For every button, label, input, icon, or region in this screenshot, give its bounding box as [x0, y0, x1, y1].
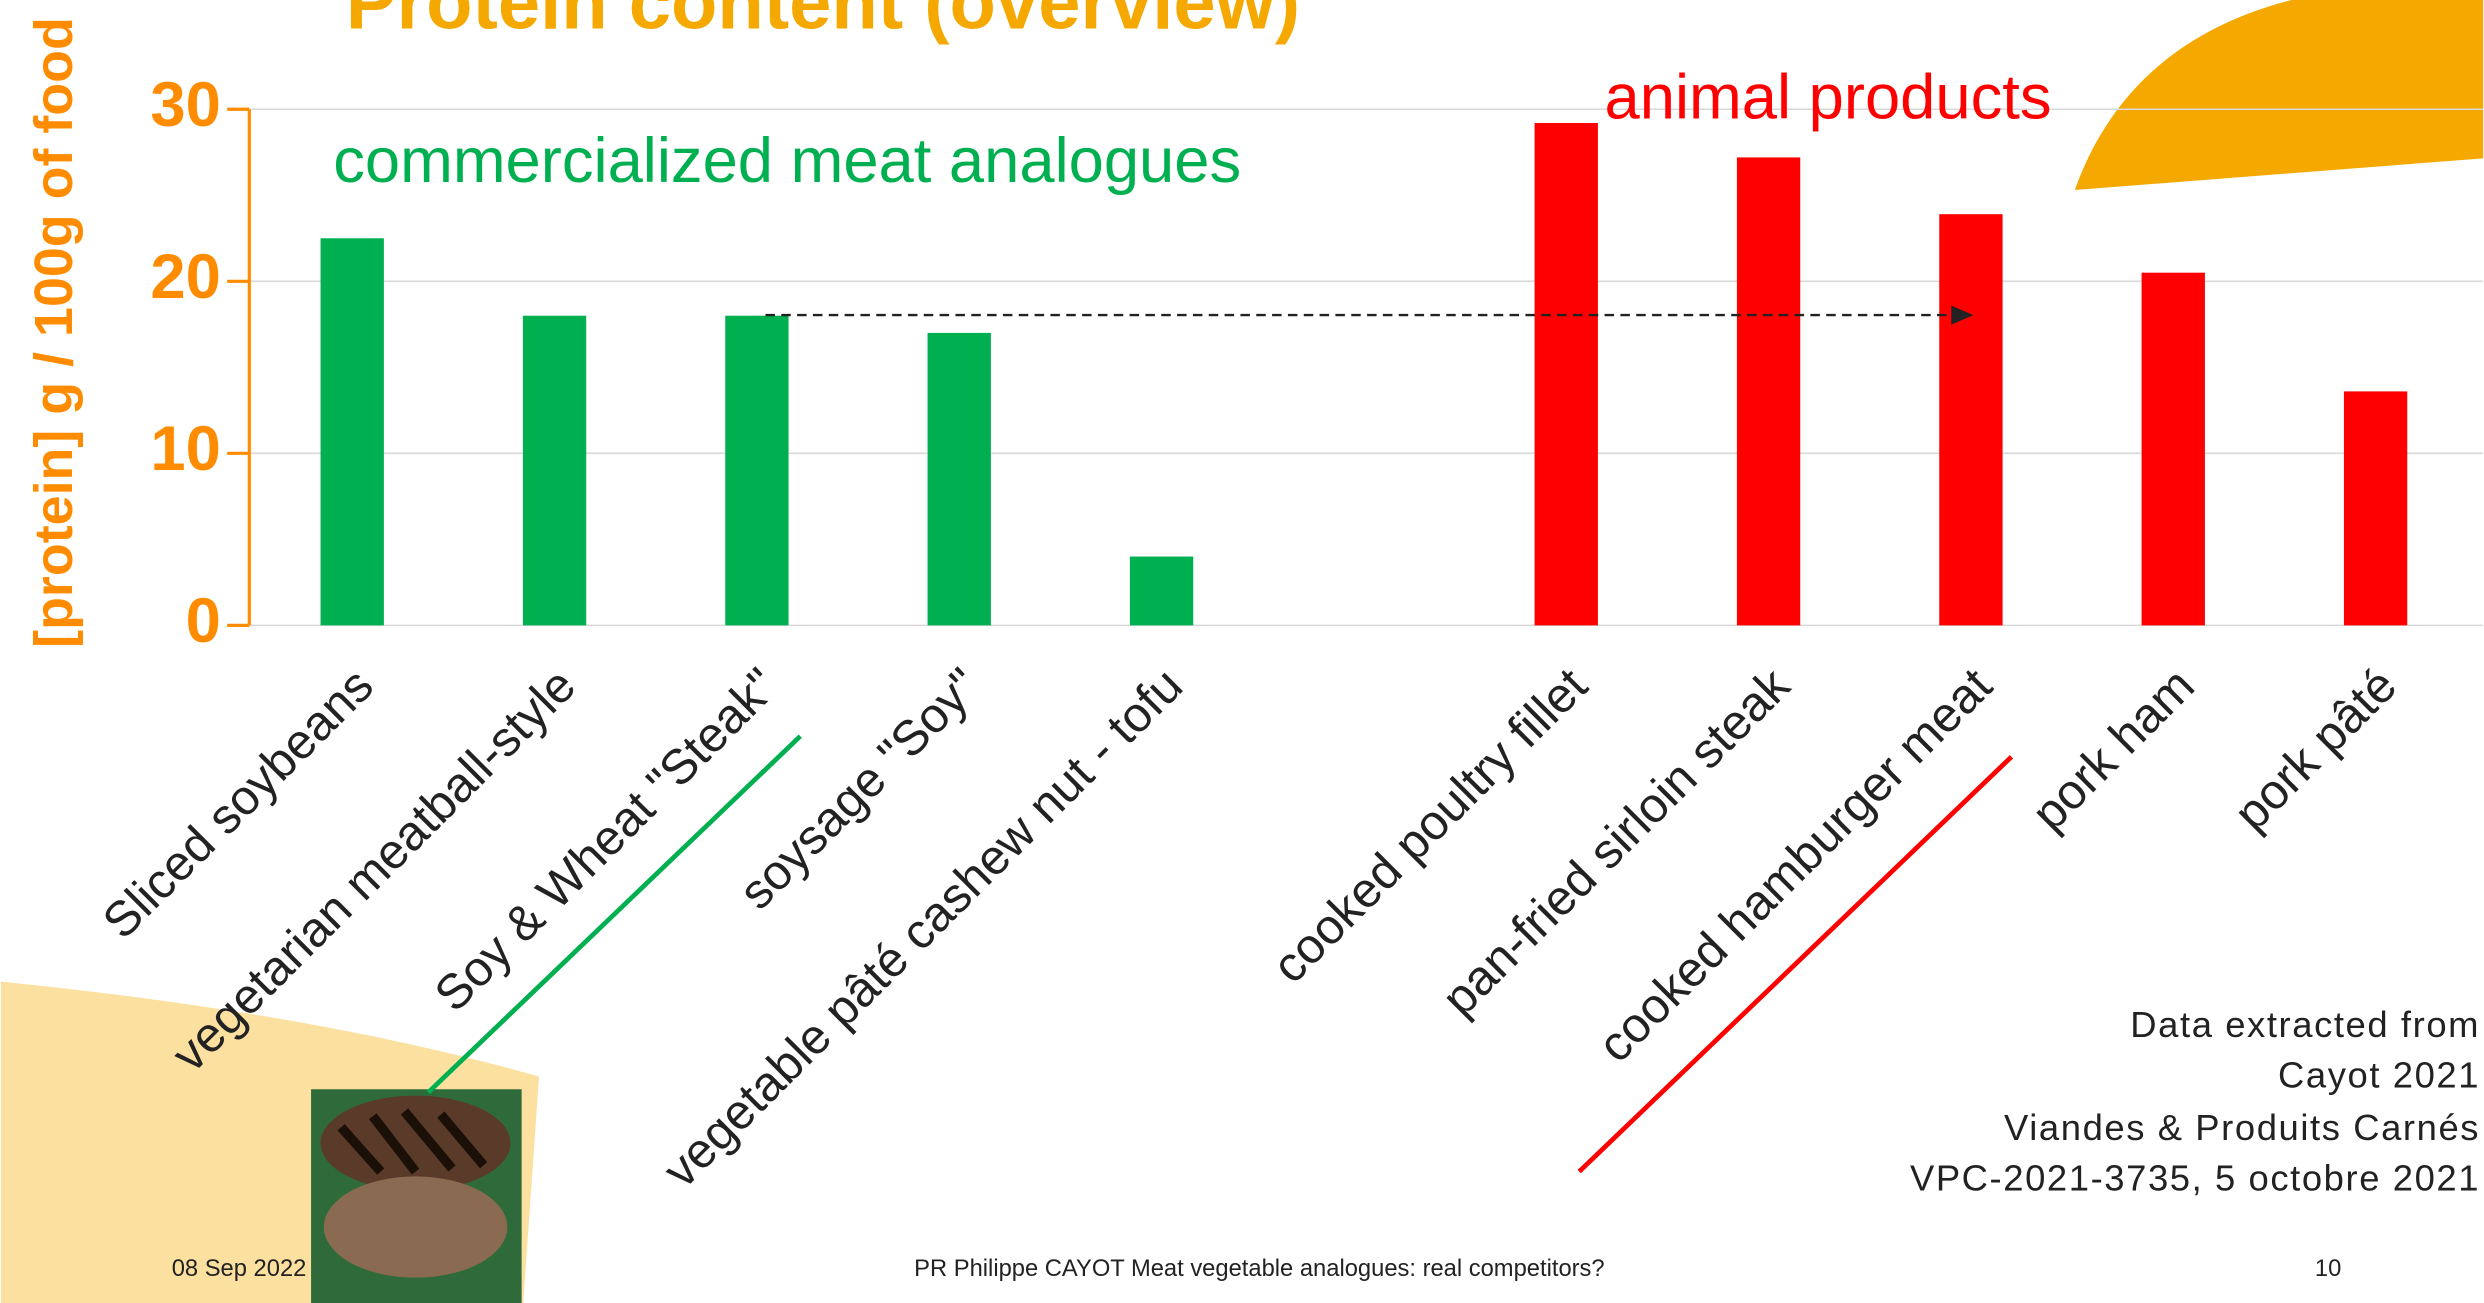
chart-title: Protein content (overview)	[346, 0, 1300, 45]
y-tick-label: 30	[150, 70, 220, 140]
bar	[522, 315, 587, 626]
y-axis-label: [protein] g / 100g of food	[24, 17, 84, 648]
x-tick-label: pork pâté	[2224, 658, 2407, 841]
footer-text: PR Philippe CAYOT Meat vegetable analogu…	[914, 1256, 1604, 1282]
bar	[1736, 157, 1801, 626]
underline	[426, 734, 802, 1095]
source-line: Viandes & Produits Carnés	[2004, 1107, 2480, 1148]
y-tick-label: 20	[150, 242, 220, 312]
bar	[1534, 123, 1598, 626]
annotation: commercialized meat analogues	[333, 126, 1241, 196]
bar	[1129, 556, 1194, 626]
x-tick-label: cooked hamburger meat	[1588, 658, 2003, 1073]
footer-date: 08 Sep 2022	[172, 1256, 307, 1282]
bar	[2141, 272, 2205, 626]
bar	[1939, 214, 2003, 626]
x-tick-label: vegetarian meatball-style	[162, 658, 586, 1082]
decor-shape	[2074, 0, 2484, 190]
source-line: VPC-2021-3735, 5 octobre 2021	[1910, 1158, 2480, 1199]
bar	[2343, 391, 2408, 626]
footer-page: 10	[2315, 1256, 2341, 1282]
arrow-head	[1951, 305, 1974, 325]
source-line: Cayot 2021	[2278, 1055, 2480, 1096]
bar	[320, 238, 384, 626]
underline	[1577, 755, 2014, 1174]
y-tick-label: 0	[186, 586, 221, 656]
burger-image	[311, 1089, 522, 1303]
bar	[927, 332, 991, 626]
x-tick-label: pork ham	[2022, 658, 2205, 841]
annotation: animal products	[1605, 63, 2052, 133]
x-tick-label: Soy & Wheat "Steak"	[425, 658, 789, 1022]
y-tick-label: 10	[150, 414, 220, 484]
source-line: Data extracted from	[2130, 1004, 2480, 1045]
x-tick-label: pan-fried sirloin steak	[1432, 658, 1800, 1026]
bar	[725, 315, 789, 626]
